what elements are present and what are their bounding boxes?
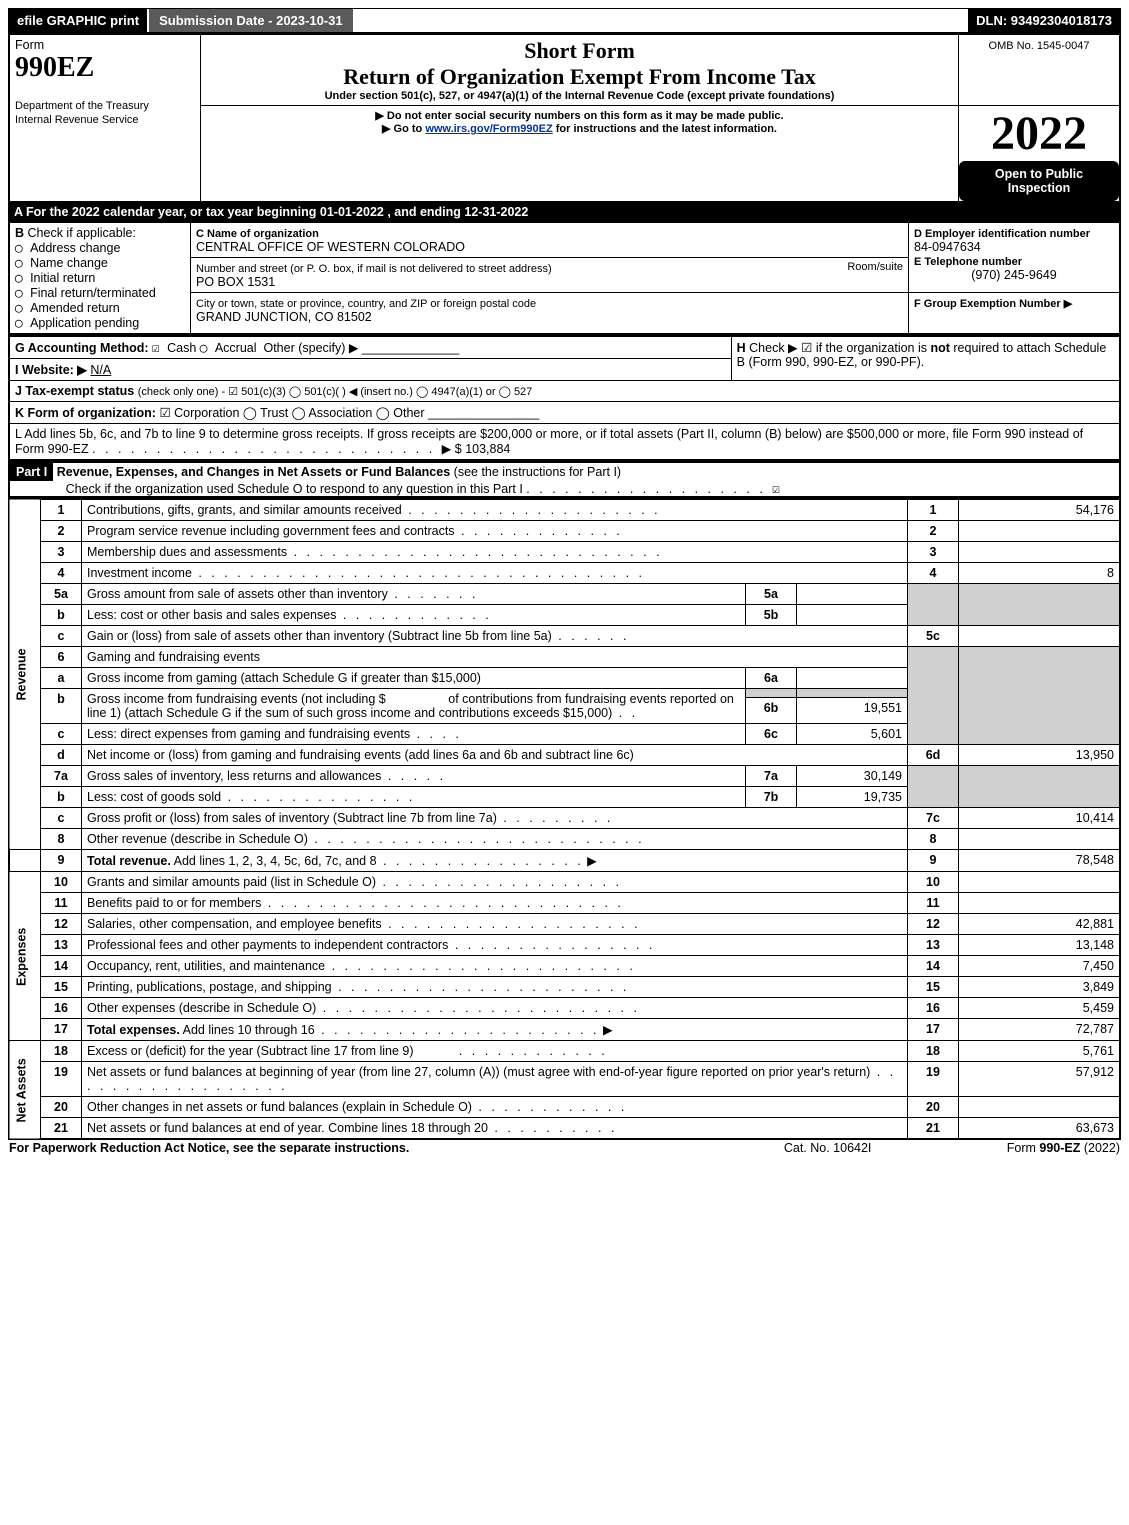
section-h: H Check ▶ ☑ if the organization is not r… bbox=[731, 336, 1120, 381]
expenses-side: Expenses bbox=[9, 872, 41, 1041]
subtitle: Under section 501(c), 527, or 4947(a)(1)… bbox=[206, 90, 953, 102]
line6c-val: 5,601 bbox=[797, 724, 908, 745]
section-f: F Group Exemption Number ▶ bbox=[909, 293, 1121, 335]
dln-label: DLN: 93492304018173 bbox=[968, 9, 1120, 32]
line6b-val: 19,551 bbox=[797, 697, 908, 723]
part1-header: Part I Revenue, Expenses, and Changes in… bbox=[8, 461, 1121, 498]
dept-treasury: Department of the Treasury bbox=[15, 100, 149, 112]
irs-link[interactable]: www.irs.gov/Form990EZ bbox=[425, 123, 552, 135]
line21-val: 63,673 bbox=[959, 1118, 1121, 1140]
section-c-name: C Name of organization CENTRAL OFFICE OF… bbox=[191, 222, 909, 258]
section-b: B Check if applicable: ◯ Address change … bbox=[9, 222, 191, 334]
netassets-side: Net Assets bbox=[9, 1041, 41, 1140]
footer-mid: Cat. No. 10642I bbox=[746, 1140, 910, 1156]
top-bar: efile GRAPHIC print Submission Date - 20… bbox=[8, 8, 1121, 33]
footer: For Paperwork Reduction Act Notice, see … bbox=[8, 1140, 1121, 1156]
ghijkl-block: G Accounting Method: ☑ Cash ◯ Accrual Ot… bbox=[8, 335, 1121, 461]
submission-date: Submission Date - 2023-10-31 bbox=[149, 9, 353, 32]
open-public: Open to Public Inspection bbox=[959, 161, 1119, 201]
omb-no: OMB No. 1545-0047 bbox=[989, 40, 1090, 52]
city-state: GRAND JUNCTION, CO 81502 bbox=[196, 310, 372, 324]
warn-ssn: ▶ Do not enter social security numbers o… bbox=[206, 109, 953, 122]
form-number: 990EZ bbox=[15, 52, 94, 83]
form-id-cell: Form 990EZ Department of the Treasury In… bbox=[9, 34, 201, 202]
section-c-addr: Number and street (or P. O. box, if mail… bbox=[191, 258, 909, 293]
line7b-val: 19,735 bbox=[797, 787, 908, 808]
phone: (970) 245-9649 bbox=[914, 268, 1114, 282]
main-title: Return of Organization Exempt From Incom… bbox=[206, 64, 953, 90]
form-word: Form bbox=[15, 38, 44, 52]
part1-tag: Part I bbox=[10, 463, 53, 481]
ein: 84-0947634 bbox=[914, 240, 981, 254]
line1-val: 54,176 bbox=[959, 499, 1121, 521]
section-i: I Website: ▶ N/A bbox=[9, 359, 731, 381]
line19-val: 57,912 bbox=[959, 1062, 1121, 1097]
website-val: N/A bbox=[90, 363, 111, 377]
line13-val: 13,148 bbox=[959, 935, 1121, 956]
omb-cell: OMB No. 1545-0047 bbox=[959, 34, 1121, 106]
line6d-val: 13,950 bbox=[959, 745, 1121, 766]
warnings-cell: ▶ Do not enter social security numbers o… bbox=[201, 106, 959, 203]
header-table: Form 990EZ Department of the Treasury In… bbox=[8, 33, 1121, 203]
chk-pending[interactable]: Application pending bbox=[30, 316, 139, 330]
chk-final[interactable]: Final return/terminated bbox=[30, 286, 156, 300]
part1-checkbox[interactable]: ☑ bbox=[772, 481, 780, 496]
revenue-side: Revenue bbox=[9, 499, 41, 850]
chk-initial[interactable]: Initial return bbox=[30, 271, 95, 285]
title-cell: Short Form Return of Organization Exempt… bbox=[201, 34, 959, 106]
short-form: Short Form bbox=[206, 38, 953, 64]
line4-val: 8 bbox=[959, 563, 1121, 584]
irs-label: Internal Revenue Service bbox=[15, 114, 139, 126]
section-l: L Add lines 5b, 6c, and 7b to line 9 to … bbox=[9, 424, 1120, 461]
line7c-val: 10,414 bbox=[959, 808, 1121, 829]
line17-val: 72,787 bbox=[959, 1019, 1121, 1041]
lines-table: Revenue 1Contributions, gifts, grants, a… bbox=[8, 498, 1121, 1140]
year-cell: 2022 Open to Public Inspection bbox=[959, 106, 1121, 203]
section-g: G Accounting Method: ☑ Cash ◯ Accrual Ot… bbox=[9, 336, 731, 359]
footer-left: For Paperwork Reduction Act Notice, see … bbox=[8, 1140, 746, 1156]
line9-val: 78,548 bbox=[959, 850, 1121, 872]
section-k: K Form of organization: ☑ Corporation ◯ … bbox=[9, 402, 1120, 424]
line7a-val: 30,149 bbox=[797, 766, 908, 787]
line16-val: 5,459 bbox=[959, 998, 1121, 1019]
line14-val: 7,450 bbox=[959, 956, 1121, 977]
line12-val: 42,881 bbox=[959, 914, 1121, 935]
org-name: CENTRAL OFFICE OF WESTERN COLORADO bbox=[196, 240, 465, 254]
footer-right: Form 990-EZ (2022) bbox=[910, 1140, 1121, 1156]
gross-receipts: 103,884 bbox=[465, 442, 510, 456]
chk-address[interactable]: Address change bbox=[30, 241, 120, 255]
section-j: J Tax-exempt status (check only one) - ☑… bbox=[9, 381, 1120, 402]
chk-name[interactable]: Name change bbox=[30, 256, 108, 270]
section-c-city: City or town, state or province, country… bbox=[191, 293, 909, 335]
section-a-band: A For the 2022 calendar year, or tax yea… bbox=[8, 203, 1121, 221]
info-block: B Check if applicable: ◯ Address change … bbox=[8, 221, 1121, 335]
tax-year: 2022 bbox=[959, 106, 1119, 161]
chk-amended[interactable]: Amended return bbox=[30, 301, 120, 315]
line18-val: 5,761 bbox=[959, 1041, 1121, 1062]
efile-print-button[interactable]: efile GRAPHIC print bbox=[9, 9, 147, 32]
section-d-e: D Employer identification number 84-0947… bbox=[909, 222, 1121, 293]
warn-link-line: ▶ Go to www.irs.gov/Form990EZ for instru… bbox=[206, 122, 953, 135]
po-box: PO BOX 1531 bbox=[196, 275, 275, 289]
line15-val: 3,849 bbox=[959, 977, 1121, 998]
